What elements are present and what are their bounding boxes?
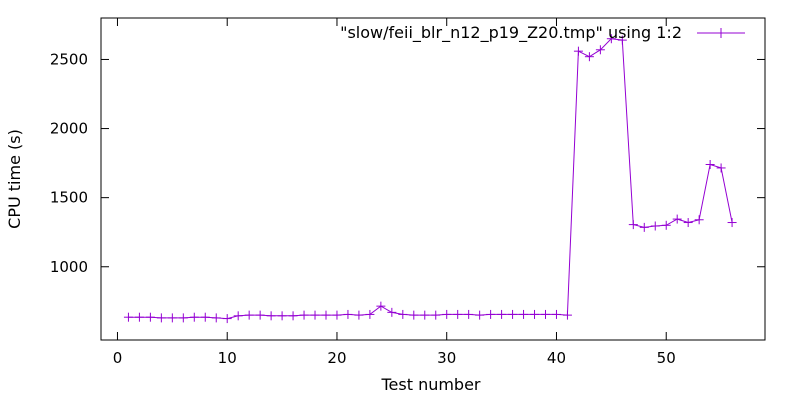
y-tick-label: 2000 bbox=[50, 120, 88, 138]
data-point bbox=[519, 309, 529, 319]
data-point bbox=[464, 309, 474, 319]
x-axis-label: Test number bbox=[380, 375, 480, 394]
data-point bbox=[497, 309, 507, 319]
x-tick-label: 0 bbox=[113, 349, 123, 367]
data-point bbox=[200, 312, 210, 322]
legend: "slow/feii_blr_n12_p19_Z20.tmp" using 1:… bbox=[340, 23, 745, 43]
data-point bbox=[540, 309, 550, 319]
data-point bbox=[530, 309, 540, 319]
data-point bbox=[727, 218, 737, 228]
data-point bbox=[617, 35, 627, 45]
data-point bbox=[332, 310, 342, 320]
data-point bbox=[354, 310, 364, 320]
data-point bbox=[222, 314, 232, 324]
ticks-layer: 0 10 20 30 40 50 1000 1500 2000 2500 bbox=[50, 18, 765, 367]
data-point bbox=[650, 221, 660, 231]
legend-marker-sample bbox=[716, 28, 726, 38]
data-point bbox=[299, 310, 309, 320]
data-point bbox=[211, 313, 221, 323]
data-point bbox=[551, 309, 561, 319]
data-point bbox=[442, 309, 452, 319]
legend-entry-label: "slow/feii_blr_n12_p19_Z20.tmp" using 1:… bbox=[340, 23, 682, 43]
data-point bbox=[409, 310, 419, 320]
x-tick-label: 10 bbox=[218, 349, 237, 367]
data-point bbox=[167, 313, 177, 323]
data-point bbox=[233, 311, 243, 321]
data-point bbox=[584, 52, 594, 62]
x-tick-label: 30 bbox=[437, 349, 456, 367]
data-point bbox=[310, 310, 320, 320]
y-axis-label: CPU time (s) bbox=[5, 129, 24, 229]
plot-frame bbox=[100, 17, 766, 341]
y-tick-label: 1000 bbox=[50, 258, 88, 276]
y-tick-label: 1500 bbox=[50, 189, 88, 207]
data-point bbox=[683, 218, 693, 228]
data-point bbox=[606, 34, 616, 44]
x-tick-label: 40 bbox=[547, 349, 566, 367]
data-point bbox=[486, 309, 496, 319]
data-point bbox=[573, 46, 583, 56]
data-point bbox=[266, 311, 276, 321]
data-point bbox=[178, 313, 188, 323]
y-tick-label: 2500 bbox=[50, 50, 88, 68]
data-point bbox=[508, 309, 518, 319]
x-tick-label: 50 bbox=[657, 349, 676, 367]
data-point bbox=[672, 214, 682, 224]
data-point bbox=[365, 309, 375, 319]
data-point bbox=[145, 312, 155, 322]
data-point bbox=[453, 309, 463, 319]
data-point bbox=[595, 45, 605, 55]
data-point bbox=[277, 311, 287, 321]
data-point bbox=[321, 310, 331, 320]
data-point bbox=[475, 310, 485, 320]
data-point bbox=[288, 311, 298, 321]
data-point bbox=[376, 301, 386, 311]
data-point bbox=[661, 220, 671, 230]
data-point bbox=[628, 220, 638, 230]
series-line bbox=[128, 38, 733, 320]
data-point bbox=[156, 313, 166, 323]
data-point bbox=[431, 310, 441, 320]
data-point bbox=[189, 312, 199, 322]
data-point bbox=[343, 309, 353, 319]
data-point bbox=[705, 159, 715, 169]
data-point bbox=[420, 310, 430, 320]
data-point bbox=[562, 310, 572, 320]
data-point bbox=[134, 312, 144, 322]
data-point bbox=[639, 222, 649, 232]
data-point bbox=[244, 310, 254, 320]
series-layer bbox=[123, 34, 737, 324]
data-point bbox=[694, 215, 704, 225]
data-point bbox=[255, 310, 265, 320]
data-point bbox=[123, 312, 133, 322]
x-tick-label: 20 bbox=[327, 349, 346, 367]
data-point bbox=[398, 309, 408, 319]
data-point bbox=[387, 307, 397, 317]
data-point bbox=[716, 163, 726, 173]
